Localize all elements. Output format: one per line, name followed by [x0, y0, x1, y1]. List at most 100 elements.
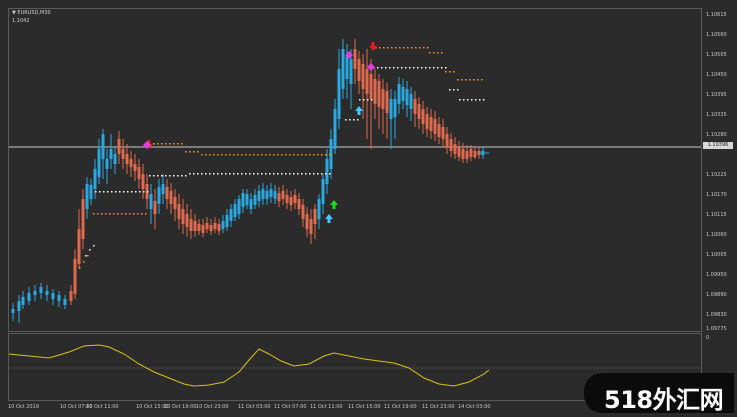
trailing-stop-dot — [437, 67, 439, 69]
trailing-stop-dot — [249, 173, 251, 175]
trailing-stop-dot — [181, 175, 183, 177]
watermark-badge — [584, 373, 734, 413]
trailing-stop-dot — [233, 154, 235, 156]
trailing-stop-dot — [213, 154, 215, 156]
candle-body — [437, 124, 441, 137]
candle-body — [177, 204, 181, 219]
trailing-stop-dot — [453, 89, 455, 91]
candlestick — [177, 194, 181, 229]
candle-body — [153, 201, 157, 214]
candle-body — [129, 159, 133, 167]
candle-body — [85, 184, 89, 209]
trailing-stop-dot — [201, 173, 203, 175]
time-tick: 11 Oct 03:00 — [238, 404, 271, 410]
price-chart-svg — [9, 39, 701, 323]
candlestick — [277, 187, 281, 207]
trailing-stop-dot — [471, 99, 473, 101]
candle-body — [197, 224, 201, 231]
candle-body — [229, 209, 233, 221]
candlestick — [369, 59, 373, 149]
candle-body — [357, 59, 361, 81]
time-axis[interactable]: 10 Oct 2019 10 Oct 07:00 10 Oct 11:00 10… — [8, 401, 702, 415]
candlestick — [273, 185, 277, 204]
candlestick — [353, 39, 357, 84]
trailing-stop-dot — [135, 191, 137, 193]
trailing-stop-dot — [87, 255, 89, 257]
candle-body — [93, 169, 97, 189]
candlestick — [51, 289, 55, 305]
price-scale[interactable]: 1.10615 1.10560 1.10505 1.10450 1.10395 … — [703, 8, 737, 332]
trailing-stop-dot — [245, 154, 247, 156]
candlestick — [457, 141, 461, 161]
trailing-stop-dot — [413, 67, 415, 69]
trailing-stop-dot — [265, 173, 267, 175]
trailing-stop-dot — [429, 67, 431, 69]
trailing-stop-dot — [161, 143, 163, 145]
trailing-stop-dot — [441, 67, 443, 69]
trailing-stop-dot — [221, 173, 223, 175]
trailing-stop-dot — [433, 67, 435, 69]
candlestick — [93, 159, 97, 199]
trailing-stop-dot — [457, 89, 459, 91]
price-tick: 1.10225 — [706, 172, 727, 178]
trailing-stop-dot — [285, 173, 287, 175]
trailing-stop-dot — [399, 47, 401, 49]
trailing-stop-dot — [389, 67, 391, 69]
price-chart-panel[interactable] — [8, 8, 702, 332]
candle-body — [189, 219, 193, 231]
trailing-stop-dot — [253, 173, 255, 175]
trailing-stop-dot — [261, 154, 263, 156]
time-tick: 14 Oct 03:00 — [458, 404, 491, 410]
candle-body — [349, 59, 353, 84]
trailing-stop-dot — [173, 175, 175, 177]
candlestick — [453, 137, 457, 159]
candle-body — [21, 297, 25, 305]
candle-body — [441, 127, 445, 139]
candle-body — [209, 225, 213, 231]
buy-arrow-icon — [325, 214, 333, 223]
candle-body — [381, 89, 385, 109]
trailing-stop-dot — [229, 173, 231, 175]
trailing-stop-dot — [273, 154, 275, 156]
candle-body — [133, 164, 137, 171]
candlestick — [309, 209, 313, 244]
candlestick — [153, 189, 157, 229]
candle-body — [405, 89, 409, 105]
trailing-stop-dot — [205, 173, 207, 175]
oscillator-svg — [9, 344, 701, 387]
candle-body — [193, 221, 197, 231]
trailing-stop-dot — [93, 213, 95, 215]
candle-body — [353, 49, 357, 69]
candlestick — [441, 119, 445, 147]
time-tick: 10 Oct 23:00 — [196, 404, 229, 410]
trailing-stop-dot — [377, 67, 379, 69]
candle-body — [241, 193, 245, 207]
candlestick — [217, 219, 221, 235]
candlestick — [129, 151, 133, 177]
trailing-stop-dot — [297, 154, 299, 156]
trailing-stop-dot — [387, 47, 389, 49]
candlestick — [389, 89, 393, 149]
candlestick — [27, 287, 31, 305]
trailing-stop-dot — [401, 67, 403, 69]
oscillator-line — [9, 344, 490, 387]
trailing-stop-dot — [393, 67, 395, 69]
price-tick: 1.10505 — [706, 52, 727, 58]
trailing-stop-dot — [101, 213, 103, 215]
trailing-stop-dot — [237, 173, 239, 175]
candlestick — [125, 144, 129, 174]
candlestick — [193, 214, 197, 237]
candle-body — [141, 174, 145, 189]
trailing-stop-dot — [305, 173, 307, 175]
candle-body — [221, 221, 225, 229]
signal-marker-icon — [345, 51, 353, 59]
candle-body — [205, 223, 209, 229]
trailing-stop-dot — [385, 67, 387, 69]
candle-body — [233, 204, 237, 217]
candlestick — [201, 219, 205, 237]
trailing-stop-dot — [449, 71, 451, 73]
candle-body — [33, 291, 37, 295]
price-tick: 1.10560 — [706, 32, 727, 38]
time-tick: 11 Oct 11:00 — [310, 404, 343, 410]
candlestick — [141, 164, 145, 199]
